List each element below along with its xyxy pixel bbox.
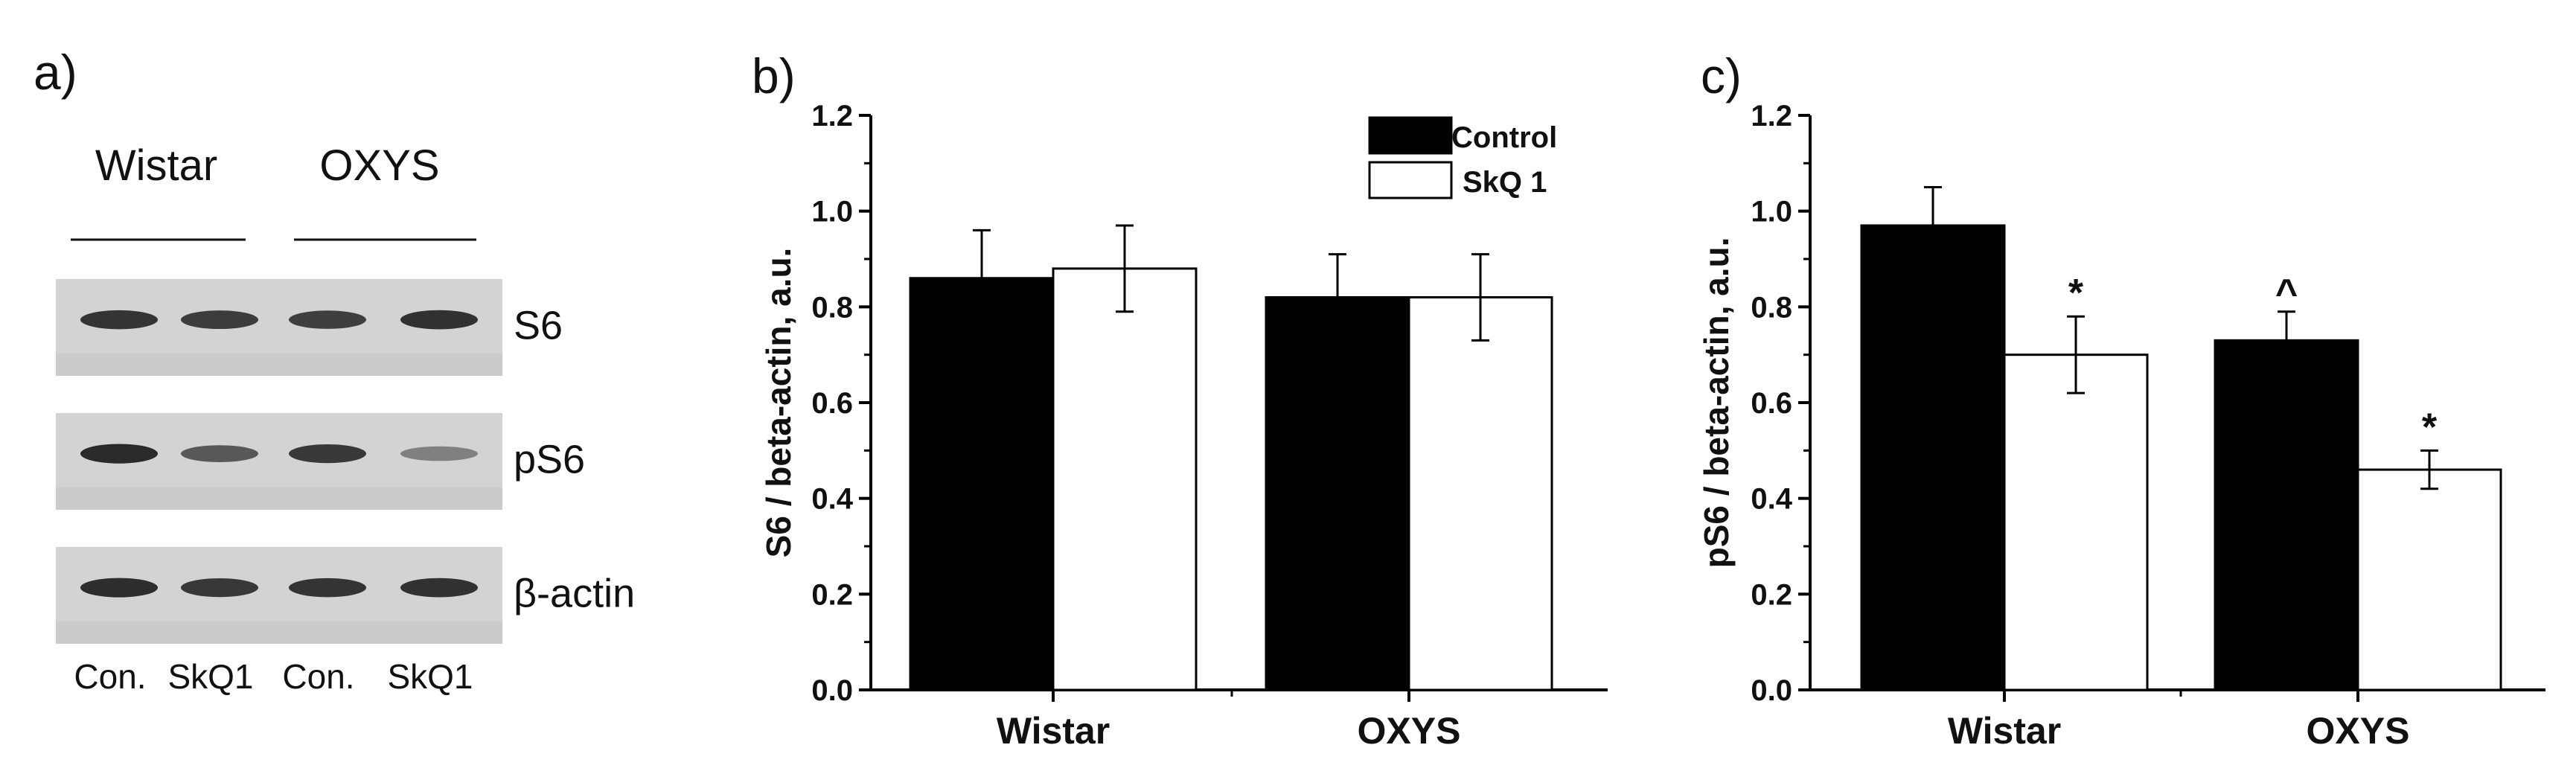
blot-band — [181, 445, 258, 462]
blot-lane-labels: Con. SkQ1 Con. SkQ1 — [74, 657, 473, 696]
y-tick-label: 0.8 — [811, 291, 853, 324]
bar-skq-1-wistar — [2003, 354, 2149, 691]
blot-lane-label: Con. — [282, 657, 354, 696]
y-tick-label: 0.2 — [811, 578, 853, 611]
legend-swatch-control — [1368, 116, 1453, 155]
blot-row-label: pS6 — [514, 438, 585, 482]
y-tick-label: 0.4 — [811, 483, 853, 516]
y-tick-label: 0.0 — [811, 674, 853, 707]
y-tick-label: 1.0 — [811, 196, 853, 228]
blot-band — [289, 578, 366, 598]
x-tick-label: OXYS — [1358, 710, 1461, 752]
chart-c: 0.0 0.2 0.4 0.6 0.8 1.0 1.2 pS6 / beta-actin, a… — [1697, 100, 2545, 752]
blot-strip-shade — [56, 354, 502, 376]
blot-lane-label: SkQ1 — [387, 657, 473, 696]
blot-band — [80, 444, 158, 464]
legend-label-control: Control — [1451, 121, 1557, 154]
x-tick-label: OXYS — [2307, 710, 2410, 752]
blot-band — [400, 446, 478, 461]
blot-band — [80, 310, 158, 330]
bar-control-wistar — [909, 277, 1055, 691]
y-tick-label: 1.0 — [1751, 196, 1792, 228]
bar-skq-1-oxys — [1407, 295, 1553, 691]
blot-band — [289, 444, 366, 464]
blot-lane-label: SkQ1 — [167, 657, 253, 696]
bar-skq-1-oxys — [2356, 468, 2502, 691]
bar-control-oxys — [2214, 339, 2359, 691]
significance-mark: ^ — [2275, 272, 2298, 315]
blot-band — [400, 310, 478, 330]
panel-a-letter: a) — [33, 45, 77, 100]
blot-group-label-wistar: Wistar — [95, 141, 217, 190]
y-tick-label: 0.6 — [811, 387, 853, 420]
blot-row-label: β-actin — [514, 572, 635, 616]
blot-band — [181, 578, 258, 598]
significance-mark: * — [2422, 406, 2438, 449]
y-tick-label: 0.2 — [1751, 578, 1792, 611]
chart-b: 0.0 0.2 0.4 0.6 0.8 1.0 1.2 S6 / beta-actin, a.… — [759, 100, 1608, 752]
bar-control-wistar — [1860, 224, 2006, 691]
x-tick-label: Wistar — [997, 710, 1110, 752]
blot-group-label-oxys: OXYS — [319, 141, 439, 190]
blot-lane-label: Con. — [74, 657, 146, 696]
blot-rows: S6 pS6 β-actin — [56, 279, 635, 644]
y-tick-label: 0.8 — [1751, 291, 1792, 324]
y-tick-label: 1.2 — [1751, 100, 1792, 132]
blot-band — [181, 310, 258, 330]
significance-mark: * — [2068, 272, 2084, 315]
legend-label-skq1: SkQ 1 — [1463, 166, 1547, 199]
blot-row-label: S6 — [514, 304, 563, 348]
blot-row-actin: β-actin — [56, 547, 635, 644]
blot-band — [289, 310, 366, 329]
y-tick-label: 0.6 — [1751, 387, 1792, 420]
bar-skq-1-wistar — [1052, 267, 1198, 691]
legend: Control SkQ 1 — [1368, 116, 1557, 199]
blot-row-s6: S6 — [56, 279, 563, 376]
blot-strip-shade — [56, 487, 502, 510]
legend-swatch-skq1 — [1368, 161, 1453, 199]
bar-control-oxys — [1265, 295, 1410, 691]
y-axis-title: S6 / beta-actin, a.u. — [759, 248, 798, 558]
blot-strip-shade — [56, 621, 502, 644]
panel-b: b) 0.0 0.2 0.4 0.6 0.8 1.0 1.2 S6 / beta-actin,… — [752, 48, 1608, 752]
y-tick-label: 0.4 — [1751, 483, 1792, 516]
blot-band — [400, 578, 478, 598]
panel-c-letter: c) — [1701, 48, 1742, 103]
blot-row-ps6: pS6 — [56, 413, 585, 510]
x-tick-label: Wistar — [1948, 710, 2061, 752]
y-tick-label: 0.0 — [1751, 674, 1792, 707]
y-tick-label: 1.2 — [811, 100, 853, 132]
y-axis-title: pS6 / beta-actin, a.u. — [1697, 237, 1736, 569]
blot-band — [80, 578, 158, 598]
panel-b-letter: b) — [752, 48, 796, 103]
panel-c: c) 0.0 0.2 0.4 0.6 0.8 1.0 1.2 pS6 / beta-actin… — [1697, 48, 2545, 752]
